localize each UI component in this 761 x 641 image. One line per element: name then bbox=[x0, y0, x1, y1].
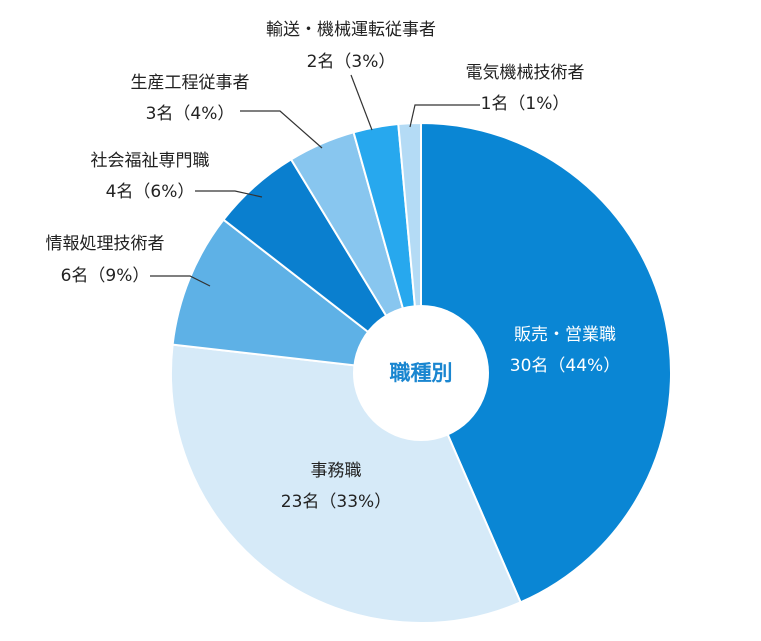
slice-label-value: 2名（3%） bbox=[307, 52, 396, 72]
slice-label-name: 輸送・機械運転従事者 bbox=[266, 20, 436, 40]
leader-lines bbox=[150, 74, 480, 287]
slice-label-value: 4名（6%） bbox=[106, 182, 195, 202]
slice-label-name: 電気機械技術者 bbox=[466, 63, 585, 83]
slice-label-value: 30名（44%） bbox=[510, 356, 620, 376]
leader-line bbox=[150, 275, 211, 287]
slice-labels: 販売・営業職 30名（44%） 事務職 23名（33%） 情報処理技術者 6名（9%） 社会… bbox=[46, 20, 621, 512]
slice-label-name: 生産工程従事者 bbox=[131, 73, 250, 93]
leader-line bbox=[409, 104, 480, 128]
leader-line bbox=[350, 74, 373, 131]
slice-label-value: 23名（33%） bbox=[281, 492, 391, 512]
leader-line bbox=[240, 110, 323, 149]
slice-label-name: 販売・営業職 bbox=[514, 325, 616, 345]
chart-center-title: 職種別 bbox=[390, 361, 453, 385]
center-hole bbox=[353, 305, 489, 441]
slice-label-name: 社会福祉専門職 bbox=[91, 151, 210, 171]
pie-slice bbox=[171, 218, 425, 375]
slice-label-name: 情報処理技術者 bbox=[46, 234, 165, 254]
slice-label-name: 事務職 bbox=[311, 461, 362, 481]
slice-label-value: 6名（9%） bbox=[61, 266, 150, 286]
slice-label-value: 1名（1%） bbox=[481, 94, 570, 114]
leader-line bbox=[195, 190, 263, 198]
pie-slice bbox=[420, 121, 672, 604]
slice-label-value: 3名（4%） bbox=[146, 104, 235, 124]
